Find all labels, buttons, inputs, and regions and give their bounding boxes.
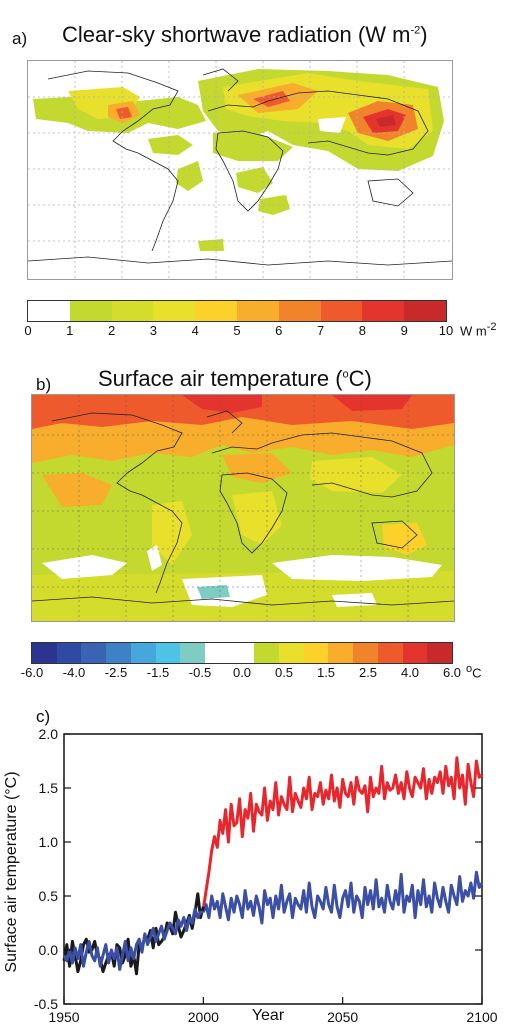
panel-b-colorbar-swatch — [32, 643, 57, 663]
panel-a-colorbar-tick-label: 3 — [149, 323, 158, 338]
panel-b-colorbar-swatch — [353, 643, 378, 663]
panel-a-colorbar-swatch — [362, 301, 405, 321]
panel-a-title-end: ) — [420, 22, 428, 47]
panel-b-colorbar-tick-label: 1.5 — [316, 665, 336, 680]
panel-b-colorbar-unit: oC — [466, 663, 482, 680]
panel-b-colorbar-swatch — [303, 643, 329, 663]
panel-b-colorbar-unit-text: C — [472, 665, 482, 681]
panel-b-colorbar-swatch — [427, 643, 452, 663]
panel-a-colorbar-swatch — [320, 301, 363, 321]
panel-b-colorbar-tick-label: -4.0 — [62, 665, 86, 680]
panel-a-colorbar-unit-sup: -2 — [486, 321, 497, 333]
panel-a-colorbar-swatch — [278, 301, 321, 321]
panel-a-colorbar-unit-text: W m — [460, 323, 487, 339]
panel-a-colorbar-tick-label: 5 — [233, 323, 241, 338]
panel-a-colorbar-tick-label: 0 — [24, 323, 32, 338]
panel-a-title: Clear-sky shortwave radiation (W m-2) — [62, 22, 428, 48]
panel-a-colorbar-swatch — [404, 301, 446, 321]
panel-a-map-svg — [28, 61, 452, 279]
panel-c-chart: c) -0.50.00.51.01.52.0 1950 2000 2050 2100 … — [3, 707, 498, 1024]
panel-b-map-svg — [32, 395, 454, 621]
panel-b-colorbar-tick-label: -6.0 — [20, 665, 44, 680]
panel-b-colorbar-swatch — [155, 643, 181, 663]
panel-b-title: Surface air temperature (oC) — [98, 366, 372, 392]
panel-b-colorbar-swatch — [204, 643, 230, 663]
panel-b-colorbar-tick-label: -2.5 — [104, 665, 128, 680]
panel-a-colorbar-swatch — [195, 301, 237, 321]
panel-b-colorbar-swatch — [81, 643, 107, 663]
panel-a-colorbar-tick-label: 6 — [275, 323, 283, 338]
panel-b-label: b) — [36, 375, 52, 394]
series-line-2 — [201, 870, 484, 925]
panel-b-colorbar-swatch — [106, 643, 131, 663]
panel-b-title-text: Surface air temperature ( — [98, 366, 343, 391]
panel-a-title-sup: -2 — [410, 24, 421, 37]
panel-a-colorbar-tick-label: 1 — [66, 323, 74, 338]
panel-b-colorbar-swatch — [56, 643, 82, 663]
panel-b-colorbar — [31, 642, 453, 664]
y-tick-label: 1.0 — [39, 834, 59, 850]
panel-a-colorbar-swatch — [69, 301, 112, 321]
panel-b-colorbar-tick-label: 6.0 — [442, 665, 462, 680]
series-line-1 — [201, 756, 483, 910]
panel-a-colorbar-tick-label: 8 — [358, 323, 367, 338]
y-tick-label: 0.5 — [39, 888, 59, 904]
panel-b-colorbar-swatch — [229, 643, 255, 663]
panel-b-colorbar-unit-sup: o — [466, 663, 473, 675]
y-tick-label: 0.0 — [39, 942, 59, 958]
panel-b-colorbar-tick-label: 0.5 — [274, 665, 294, 680]
panel-a-colorbar-tick-label: 9 — [400, 323, 408, 338]
panel-b-colorbar-swatch — [377, 643, 403, 663]
panel-b-colorbar-swatch — [279, 643, 304, 663]
panel-c-label: c) — [36, 707, 50, 726]
y-axis-label: Surface air temperature (°C) — [3, 771, 20, 972]
panel-a-colorbar-tick-label: 7 — [316, 323, 325, 338]
y-tick-label: 2.0 — [39, 726, 59, 742]
panel-b-colorbar-swatch — [402, 643, 428, 663]
panel-a-map — [27, 60, 453, 280]
panel-a-colorbar-swatch — [153, 301, 196, 321]
panel-b-colorbar-swatch — [328, 643, 354, 663]
panel-b-colorbar-tick-label: 0.0 — [232, 665, 252, 680]
panel-b-colorbar-tick-label: -0.5 — [188, 665, 212, 680]
panel-b-colorbar-swatch — [180, 643, 205, 663]
panel-a-label: a) — [12, 29, 28, 48]
panel-b-colorbar-tick-label: 2.5 — [358, 665, 378, 680]
panel-b-map — [31, 394, 455, 622]
panel-a-colorbar-tick-label: 2 — [107, 323, 116, 338]
panel-a-colorbar-swatch — [111, 301, 154, 321]
panel-a-title-text: Clear-sky shortwave radiation (W m — [62, 22, 411, 47]
x-tick-label: 2050 — [327, 1009, 358, 1024]
x-tick-label: 2100 — [466, 1009, 497, 1024]
panel-a-colorbar-tick-label: 10 — [438, 323, 454, 338]
panel-b-colorbar-swatch — [254, 643, 280, 663]
panel-a-colorbar — [27, 300, 447, 322]
panel-b-colorbar-tick-label: -1.5 — [146, 665, 170, 680]
panel-b-colorbar-swatch — [130, 643, 156, 663]
panel-a-colorbar-unit: W m-2 — [460, 321, 497, 338]
panel-a-colorbar-swatch — [236, 301, 279, 321]
y-tick-label: -0.5 — [34, 996, 58, 1012]
panel-a-colorbar-swatch — [28, 301, 70, 321]
panel-a-colorbar-tick-label: 4 — [191, 323, 199, 338]
series-line-4 — [62, 907, 204, 971]
x-tick-label: 2000 — [188, 1009, 219, 1024]
panel-b-colorbar-tick-label: 4.0 — [400, 665, 420, 680]
x-tick-label: 1950 — [48, 1009, 79, 1024]
plot-frame — [63, 733, 483, 1005]
panel-b-title-end: C) — [348, 366, 372, 391]
x-axis-label: Year — [252, 1007, 285, 1024]
y-tick-label: 1.5 — [39, 780, 59, 796]
panel-b-title-sup: o — [342, 368, 349, 381]
